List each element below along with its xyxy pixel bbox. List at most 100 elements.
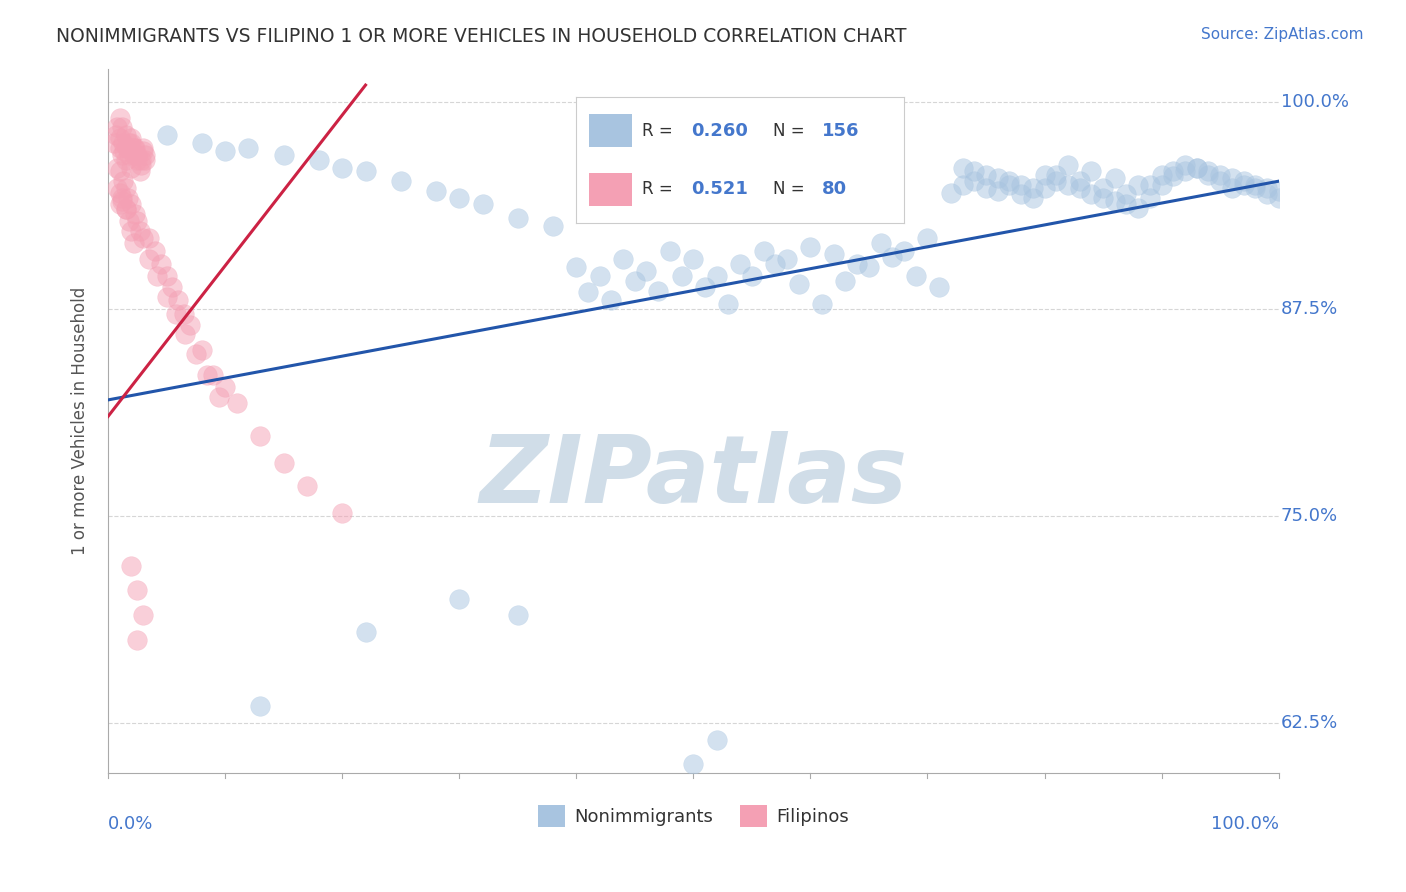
Point: [882, 251, 904, 265]
Point: [122, 147, 145, 161]
Point: [134, 147, 156, 161]
Point: [1057, 158, 1080, 172]
Point: [114, 128, 136, 142]
Point: [928, 280, 950, 294]
Point: [565, 260, 588, 275]
Point: [858, 260, 880, 275]
Point: [190, 343, 212, 358]
Point: [682, 757, 704, 772]
Point: [308, 153, 330, 167]
Point: [449, 591, 471, 606]
Point: [127, 214, 149, 228]
Point: [132, 141, 155, 155]
Point: [122, 141, 145, 155]
Point: [471, 197, 494, 211]
Point: [197, 368, 219, 382]
Point: [108, 112, 131, 126]
Point: [1161, 164, 1184, 178]
Point: [108, 197, 131, 211]
Point: [120, 224, 142, 238]
Point: [128, 164, 150, 178]
Point: [998, 178, 1021, 192]
Point: [108, 186, 131, 200]
Point: [963, 174, 986, 188]
Point: [208, 390, 231, 404]
Point: [114, 202, 136, 217]
Point: [1232, 178, 1254, 192]
Point: [111, 120, 134, 134]
Point: [114, 181, 136, 195]
Point: [799, 240, 821, 254]
Text: 87.5%: 87.5%: [1281, 300, 1339, 318]
Point: [612, 252, 634, 266]
Point: [1244, 178, 1267, 192]
Point: [330, 506, 353, 520]
Point: [120, 197, 142, 211]
Point: [425, 184, 447, 198]
Point: [1092, 191, 1115, 205]
Point: [128, 224, 150, 238]
Point: [132, 608, 155, 623]
Point: [506, 211, 529, 225]
Point: [776, 252, 799, 266]
Point: [111, 147, 134, 161]
Point: [173, 307, 195, 321]
Point: [1256, 181, 1278, 195]
Point: [103, 136, 125, 150]
Point: [1033, 168, 1056, 182]
Point: [120, 161, 142, 175]
Point: [115, 141, 138, 155]
Point: [1080, 187, 1102, 202]
Point: [1197, 168, 1219, 182]
Point: [728, 257, 751, 271]
Point: [108, 131, 131, 145]
Point: [1256, 187, 1278, 202]
Point: [120, 131, 142, 145]
Point: [893, 244, 915, 258]
Point: [1220, 181, 1243, 195]
Point: [1232, 174, 1254, 188]
Point: [112, 174, 135, 188]
Point: [132, 230, 155, 244]
Point: [127, 147, 149, 161]
Point: [1174, 158, 1197, 172]
Point: [127, 633, 149, 648]
Point: [752, 244, 775, 258]
Point: [118, 147, 141, 161]
Point: [787, 277, 810, 291]
Text: 100.0%: 100.0%: [1281, 93, 1348, 111]
Y-axis label: 1 or more Vehicles in Household: 1 or more Vehicles in Household: [72, 286, 89, 555]
Text: NONIMMIGRANTS VS FILIPINO 1 OR MORE VEHICLES IN HOUSEHOLD CORRELATION CHART: NONIMMIGRANTS VS FILIPINO 1 OR MORE VEHI…: [56, 27, 907, 45]
Point: [214, 145, 236, 159]
Point: [1104, 194, 1126, 208]
Point: [111, 194, 134, 208]
Point: [146, 268, 169, 283]
Point: [127, 583, 149, 598]
Point: [576, 285, 599, 300]
Point: [124, 207, 146, 221]
Point: [105, 120, 128, 134]
Point: [138, 252, 160, 266]
Point: [105, 128, 128, 142]
Point: [706, 268, 728, 283]
Text: Source: ZipAtlas.com: Source: ZipAtlas.com: [1201, 27, 1364, 42]
Point: [717, 297, 740, 311]
Point: [273, 456, 295, 470]
Point: [823, 247, 845, 261]
Point: [108, 141, 131, 155]
Point: [354, 624, 377, 639]
Point: [214, 379, 236, 393]
Point: [706, 732, 728, 747]
Point: [636, 263, 658, 277]
Point: [658, 244, 681, 258]
Point: [127, 153, 149, 167]
Point: [974, 181, 997, 195]
Point: [974, 168, 997, 182]
Point: [118, 214, 141, 228]
Point: [1033, 181, 1056, 195]
Point: [1115, 187, 1137, 202]
Point: [117, 191, 139, 205]
Text: 75.0%: 75.0%: [1281, 507, 1339, 524]
Point: [225, 396, 247, 410]
Point: [1128, 201, 1150, 215]
